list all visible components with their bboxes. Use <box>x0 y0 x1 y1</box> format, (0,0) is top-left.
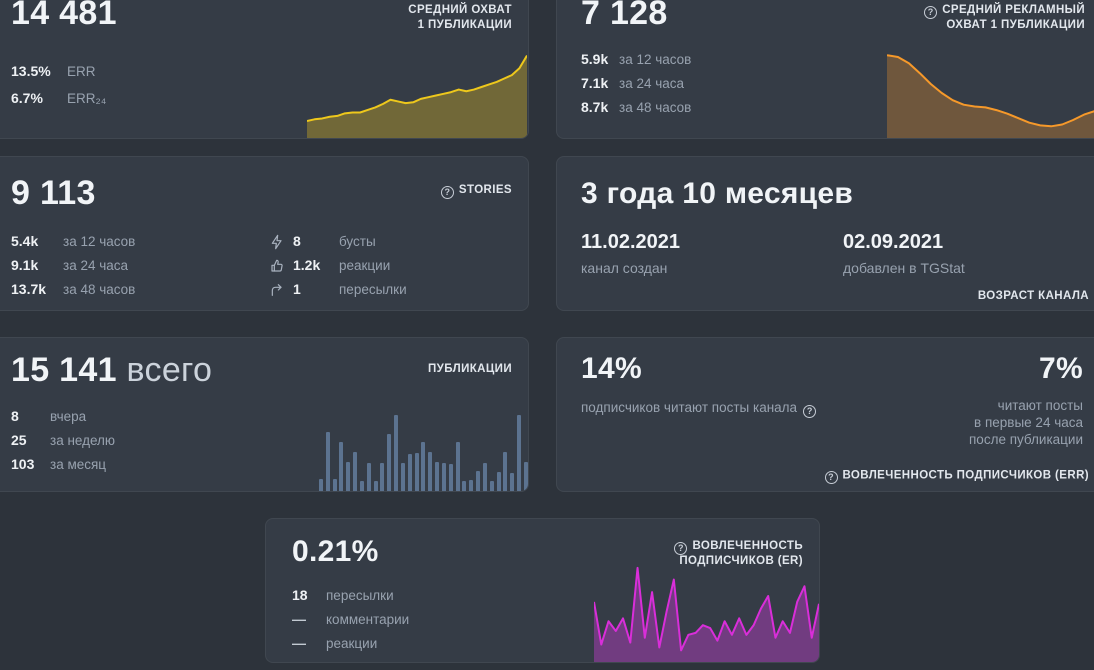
bar <box>400 463 405 491</box>
bar <box>325 431 330 491</box>
ad-reach-card: 7 128 ? СРЕДНИЙ РЕКЛАМНЫЙ ОХВАТ 1 ПУБЛИКА… <box>556 0 1094 139</box>
bar <box>332 478 337 491</box>
err-24h-percent: 7% <box>1039 352 1083 385</box>
er-value: 0.21% <box>292 535 379 568</box>
help-icon[interactable]: ? <box>924 6 938 19</box>
avg-reach-corner-label: СРЕДНИЙ ОХВАТ 1 ПУБЛИКАЦИИ <box>408 4 512 31</box>
bar <box>455 441 460 491</box>
boosts-row: 8 бусты <box>269 233 407 250</box>
channel-created-block: 11.02.2021 канал создан <box>581 231 680 276</box>
avg-reach-sparkline <box>307 53 527 138</box>
posts-month-row: 103 за месяц <box>11 456 107 472</box>
tgstat-added-date: 02.09.2021 <box>843 231 944 253</box>
er-comments-row: — комментарии <box>292 611 410 627</box>
tgstat-added-block: 02.09.2021 добавлен в TGStat <box>843 231 965 276</box>
help-icon[interactable]: ? <box>440 186 454 199</box>
stories-value: 9 113 <box>11 174 96 212</box>
bar <box>339 441 344 491</box>
bar <box>366 463 371 491</box>
err-left-block: 14% подписчиков читают посты канала? <box>581 352 817 418</box>
bar <box>414 453 419 491</box>
stories-24h-row: 9.1k за 24 часа <box>11 257 129 273</box>
posts-week-row: 25 за неделю <box>11 432 116 448</box>
reach-24h-row: 7.1k за 24 часа <box>581 75 685 91</box>
help-icon[interactable]: ? <box>674 542 688 555</box>
bar <box>523 462 528 491</box>
er-reactions-row: — реакции <box>292 635 378 651</box>
publications-card: 15 141 всего ПУБЛИКАЦИИ 8 вчера 25 за не… <box>0 337 529 492</box>
ad-reach-corner-label: ? СРЕДНИЙ РЕКЛАМНЫЙ ОХВАТ 1 ПУБЛИКАЦИИ <box>924 3 1085 33</box>
bar <box>469 480 474 491</box>
er-card: 0.21% ? ВОВЛЕЧЕННОСТЬ ПОДПИСЧИКОВ (ER) 18… <box>265 518 820 663</box>
err24-stat-row: 6.7% ERR₂₄ <box>11 90 107 106</box>
publications-total-suffix: всего <box>126 351 213 389</box>
reach-48h-row: 8.7k за 48 часов <box>581 99 692 115</box>
reach-12h-row: 5.9k за 12 часов <box>581 51 692 67</box>
bar <box>448 463 453 491</box>
publications-corner-label: ПУБЛИКАЦИИ <box>428 363 512 375</box>
er-corner-label: ? ВОВЛЕЧЕННОСТЬ ПОДПИСЧИКОВ (ER) <box>674 539 803 569</box>
err-right-block: 7% читают посты в первые 24 часа после п… <box>969 352 1083 447</box>
bar <box>489 481 494 491</box>
bar <box>496 472 501 491</box>
forwards-row: 1 пересылки <box>269 281 407 298</box>
err-read-percent: 14% <box>581 352 642 385</box>
err-read-label: подписчиков читают посты канала? <box>581 399 817 418</box>
bar <box>407 454 412 491</box>
share-arrow-icon <box>269 282 285 298</box>
channel-age-footer-label: ВОЗРАСТ КАНАЛА <box>977 290 1089 302</box>
bar <box>476 470 481 491</box>
bar <box>435 462 440 491</box>
bar <box>517 414 522 491</box>
thumb-up-icon <box>269 258 285 274</box>
bar <box>428 452 433 491</box>
ad-reach-value: 7 128 <box>581 0 668 32</box>
err-card: 14% подписчиков читают посты канала? 7% … <box>556 337 1094 492</box>
bar <box>380 463 385 491</box>
er-sparkline <box>594 565 819 662</box>
err-footer-label: ? ВОВЛЕЧЕННОСТЬ ПОДПИСЧИКОВ (ERR) <box>824 469 1089 484</box>
stories-card: 9 113 ? STORIES 5.4k за 12 часов 9.1k за … <box>0 156 529 311</box>
publications-total: 15 141 всего <box>11 351 213 389</box>
bolt-icon <box>269 234 285 250</box>
stories-48h-row: 13.7k за 48 часов <box>11 281 136 297</box>
ad-reach-sparkline <box>887 48 1094 138</box>
er-forwards-row: 18 пересылки <box>292 587 394 603</box>
bar <box>441 463 446 491</box>
avg-reach-card: 14 481 СРЕДНИЙ ОХВАТ 1 ПУБЛИКАЦИИ 13.5% … <box>0 0 529 139</box>
avg-reach-value: 14 481 <box>11 0 117 32</box>
channel-age-value: 3 года 10 месяцев <box>581 177 854 210</box>
help-icon[interactable]: ? <box>824 470 838 484</box>
posts-yesterday-row: 8 вчера <box>11 408 87 424</box>
bar <box>462 481 467 491</box>
channel-created-date: 11.02.2021 <box>581 231 680 253</box>
bar <box>394 414 399 491</box>
bar <box>387 433 392 491</box>
bar <box>373 481 378 491</box>
publications-bar-chart <box>319 409 528 491</box>
tgstat-added-label: добавлен в TGStat <box>843 260 965 276</box>
channel-created-label: канал создан <box>581 260 668 276</box>
bar <box>353 452 358 491</box>
err-stat-row: 13.5% ERR <box>11 63 96 79</box>
bar <box>421 441 426 491</box>
bar <box>482 463 487 491</box>
bar <box>319 478 323 491</box>
help-icon[interactable]: ? <box>803 405 817 418</box>
bar <box>346 462 351 491</box>
reactions-row: 1.2k реакции <box>269 257 407 274</box>
stories-12h-row: 5.4k за 12 часов <box>11 233 136 249</box>
bar <box>359 481 364 491</box>
stories-corner-label: ? STORIES <box>440 183 512 199</box>
bar <box>510 472 515 491</box>
bar <box>503 452 508 491</box>
channel-age-card: 3 года 10 месяцев 11.02.2021 канал созда… <box>556 156 1094 311</box>
